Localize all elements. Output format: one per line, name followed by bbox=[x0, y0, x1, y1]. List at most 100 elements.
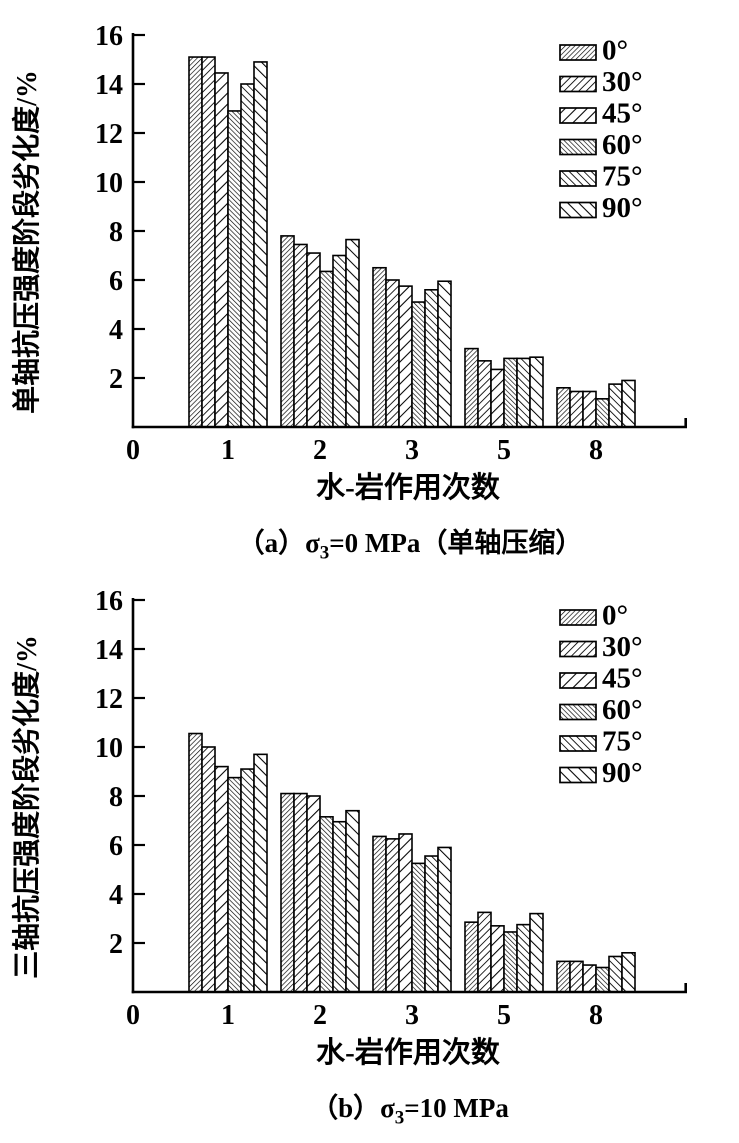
bar-60°-x1 bbox=[227, 110, 242, 428]
bar-0°-x8 bbox=[556, 960, 571, 993]
bar-30°-x3 bbox=[385, 838, 400, 993]
bar-75°-x5 bbox=[516, 923, 531, 993]
x-tick-label: 3 bbox=[405, 1000, 419, 1031]
legend-label-90°: 90° bbox=[602, 192, 643, 224]
legend-swatch-60° bbox=[559, 703, 597, 721]
bar-0°-x3 bbox=[372, 835, 387, 993]
y-axis-title: 三轴抗压强度阶段劣化度/% bbox=[10, 635, 43, 979]
bar-30°-x2 bbox=[293, 243, 308, 428]
caption-b-text: =10 MPa bbox=[404, 1093, 509, 1123]
legend-label-60°: 60° bbox=[602, 129, 643, 161]
y-tick-label: 16 bbox=[95, 586, 123, 617]
y-tick-label: 12 bbox=[95, 684, 123, 715]
bar-60°-x1 bbox=[227, 776, 242, 993]
y-tick-label: 2 bbox=[109, 364, 123, 395]
y-tick-label: 8 bbox=[109, 782, 123, 813]
y-tick-label: 4 bbox=[109, 880, 123, 911]
legend-label-90°: 90° bbox=[602, 757, 643, 789]
bar-75°-x3 bbox=[424, 855, 439, 993]
legend-swatch-75° bbox=[559, 170, 597, 187]
legend-swatch-30° bbox=[559, 75, 597, 93]
bar-75°-x2 bbox=[332, 254, 347, 428]
legend-label-45°: 45° bbox=[602, 98, 643, 130]
bar-60°-x8 bbox=[595, 966, 610, 993]
bar-45°-x3 bbox=[398, 833, 413, 993]
bar-60°-x2 bbox=[319, 816, 334, 993]
legend-label-30°: 30° bbox=[602, 66, 643, 98]
sigma-symbol: σ bbox=[305, 528, 320, 558]
legend-label-45°: 45° bbox=[602, 663, 643, 695]
bar-45°-x1 bbox=[214, 765, 229, 993]
x-tick-label: 1 bbox=[221, 435, 235, 466]
bar-0°-x1 bbox=[188, 56, 203, 428]
bar-30°-x3 bbox=[385, 279, 400, 428]
bar-60°-x5 bbox=[503, 357, 518, 428]
x-tick-label: 1 bbox=[221, 1000, 235, 1031]
caption-a-prefix: （a） bbox=[237, 528, 306, 558]
legend-label-60°: 60° bbox=[602, 694, 643, 726]
bar-45°-x1 bbox=[214, 72, 229, 428]
bar-75°-x2 bbox=[332, 820, 347, 993]
bar-30°-x2 bbox=[293, 792, 308, 993]
bar-30°-x8 bbox=[569, 390, 584, 428]
origin-label: 0 bbox=[126, 435, 140, 466]
legend-swatch-60° bbox=[559, 138, 597, 156]
bar-90°-x3 bbox=[437, 280, 452, 428]
bar-0°-x2 bbox=[280, 792, 295, 993]
bar-60°-x8 bbox=[595, 398, 610, 428]
bar-60°-x5 bbox=[503, 931, 518, 993]
y-tick-label: 14 bbox=[95, 70, 123, 101]
legend-swatch-75° bbox=[559, 735, 597, 752]
bar-0°-x1 bbox=[188, 732, 203, 993]
bar-0°-x5 bbox=[464, 347, 479, 428]
bar-30°-x5 bbox=[477, 911, 492, 993]
x-tick-label: 3 bbox=[405, 435, 419, 466]
bar-60°-x3 bbox=[411, 301, 426, 428]
bar-90°-x8 bbox=[621, 951, 636, 993]
bar-45°-x8 bbox=[582, 390, 597, 428]
bar-90°-x8 bbox=[621, 379, 636, 428]
legend-swatch-90° bbox=[559, 766, 597, 784]
x-tick-label: 2 bbox=[313, 1000, 327, 1031]
bar-75°-x8 bbox=[608, 955, 623, 993]
bar-45°-x2 bbox=[306, 252, 321, 428]
x-axis-title: 水-岩作用次数 bbox=[316, 1036, 501, 1069]
bar-45°-x3 bbox=[398, 285, 413, 428]
y-tick-label: 4 bbox=[109, 315, 123, 346]
legend-label-30°: 30° bbox=[602, 631, 643, 663]
origin-label: 0 bbox=[126, 1000, 140, 1031]
bar-75°-x8 bbox=[608, 383, 623, 428]
bar-45°-x5 bbox=[490, 368, 505, 428]
bar-30°-x1 bbox=[201, 746, 216, 993]
bar-90°-x1 bbox=[253, 753, 268, 993]
y-tick-label: 16 bbox=[95, 21, 123, 52]
caption-a-text: =0 MPa（单轴压缩） bbox=[329, 528, 583, 558]
x-tick-label: 8 bbox=[589, 435, 603, 466]
legend-swatch-45° bbox=[559, 107, 597, 124]
caption-b: （b）σ3=10 MPa bbox=[60, 1086, 739, 1129]
bar-30°-x8 bbox=[569, 960, 584, 993]
bar-45°-x8 bbox=[582, 964, 597, 993]
y-tick-label: 6 bbox=[109, 831, 123, 862]
y-tick-label: 2 bbox=[109, 929, 123, 960]
x-tick-label: 8 bbox=[589, 1000, 603, 1031]
sigma-subscript: 3 bbox=[394, 1107, 405, 1129]
bar-90°-x5 bbox=[529, 912, 544, 993]
bar-30°-x5 bbox=[477, 360, 492, 428]
bar-90°-x2 bbox=[345, 238, 360, 428]
bar-30°-x1 bbox=[201, 56, 216, 428]
x-tick-label: 2 bbox=[313, 435, 327, 466]
bar-0°-x2 bbox=[280, 235, 295, 428]
legend-label-0°: 0° bbox=[602, 35, 628, 67]
legend-label-75°: 75° bbox=[602, 161, 643, 193]
sigma-subscript: 3 bbox=[319, 542, 330, 564]
bar-90°-x5 bbox=[529, 356, 544, 428]
bar-75°-x5 bbox=[516, 357, 531, 428]
bar-90°-x1 bbox=[253, 61, 268, 428]
sigma-symbol: σ bbox=[380, 1093, 395, 1123]
legend-swatch-0° bbox=[559, 44, 597, 61]
legend-label-0°: 0° bbox=[602, 600, 628, 632]
